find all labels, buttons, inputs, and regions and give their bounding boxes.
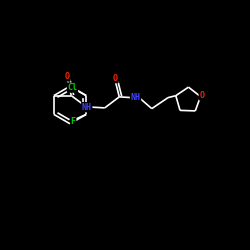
- Text: O: O: [199, 91, 204, 100]
- Text: O: O: [65, 72, 70, 81]
- Text: Cl: Cl: [68, 83, 78, 92]
- Text: O: O: [113, 74, 118, 82]
- Text: F: F: [71, 117, 76, 126]
- Text: NH: NH: [130, 93, 140, 102]
- Text: NH: NH: [82, 102, 92, 112]
